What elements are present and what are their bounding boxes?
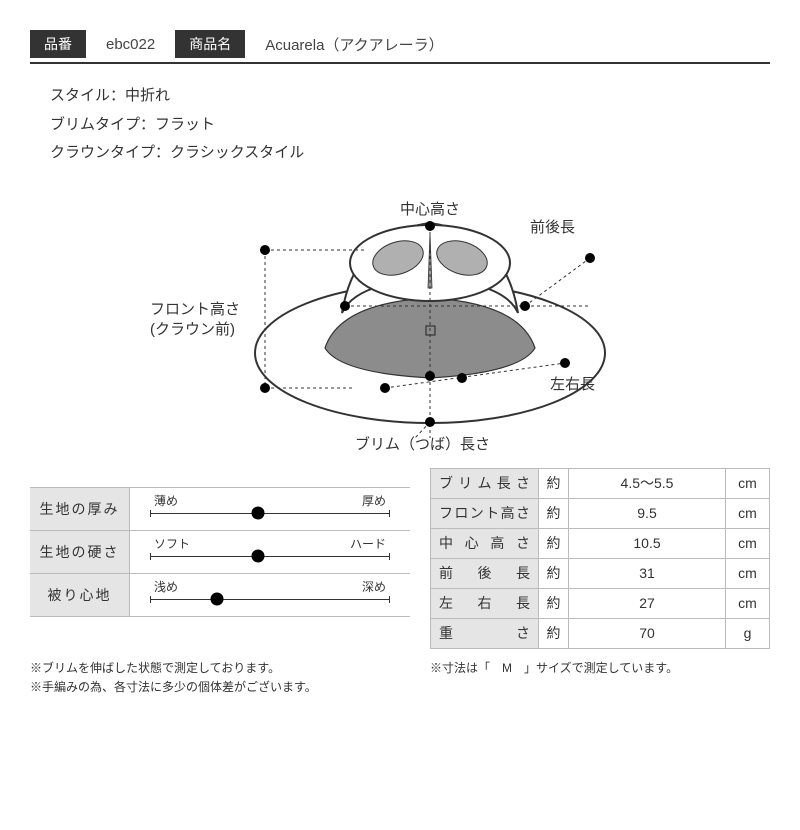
attributes: スタイル：中折れ ブリムタイプ：フラット クラウンタイプ：クラシックスタイル: [50, 82, 760, 168]
slider-track: [150, 513, 390, 514]
dim-unit: cm: [726, 498, 770, 528]
dim-value: 4.5～5.5: [569, 468, 726, 498]
dim-approx: 約: [539, 558, 569, 588]
hat-diagram: 中心高さ 前後長 フロント高さ (クラウン前) 左右長 ブリム（つば）長さ: [130, 178, 670, 458]
slider-label: 生地の厚み: [30, 488, 130, 530]
note-line: ※ブリムを伸ばした状態で測定しております。: [30, 659, 410, 678]
dim-approx: 約: [539, 528, 569, 558]
dim-value: 31: [569, 558, 726, 588]
slider-row: 生地の厚み 薄め 厚め: [30, 487, 410, 531]
dim-label: 重さ: [431, 618, 539, 648]
table-row: 左右長約27cm: [431, 588, 770, 618]
dim-value: 10.5: [569, 528, 726, 558]
slider-row: 被り心地 浅め 深め: [30, 573, 410, 617]
slider-body: ソフト ハード: [130, 531, 410, 573]
attr-line: クラウンタイプ：クラシックスタイル: [50, 139, 760, 168]
slider-label: 被り心地: [30, 574, 130, 616]
table-row: ブリム長さ約4.5～5.5cm: [431, 468, 770, 498]
slider-max: ハード: [350, 535, 386, 552]
slider-min: 薄め: [154, 492, 178, 509]
slider-label: 生地の硬さ: [30, 531, 130, 573]
table-row: 中心高さ約10.5cm: [431, 528, 770, 558]
label-left-right: 左右長: [550, 373, 595, 394]
code-value: ebc022: [86, 36, 175, 53]
dim-approx: 約: [539, 468, 569, 498]
dimensions-table: ブリム長さ約4.5～5.5cmフロント高さ約9.5cm中心高さ約10.5cm前後…: [430, 468, 770, 649]
label-brim-len: ブリム（つば）長さ: [355, 433, 490, 454]
notes-left: ※ブリムを伸ばした状態で測定しております。 ※手編みの為、各寸法に多少の個体差が…: [30, 659, 410, 697]
label-front-back: 前後長: [530, 216, 575, 237]
attr-line: スタイル：中折れ: [50, 82, 760, 111]
table-row: 重さ約70g: [431, 618, 770, 648]
dim-value: 70: [569, 618, 726, 648]
name-label: 商品名: [175, 30, 245, 58]
dim-label: フロント高さ: [431, 498, 539, 528]
slider-panel: 生地の厚み 薄め 厚め生地の硬さ ソフト ハード被り心地 浅め 深め: [30, 488, 410, 617]
code-label: 品番: [30, 30, 86, 58]
table-row: フロント高さ約9.5cm: [431, 498, 770, 528]
label-front-h2: (クラウン前): [150, 318, 235, 339]
slider-body: 薄め 厚め: [130, 488, 410, 530]
header-bar: 品番 ebc022 商品名 Acuarela（アクアレーラ）: [30, 30, 770, 64]
dim-approx: 約: [539, 618, 569, 648]
dim-unit: cm: [726, 588, 770, 618]
dim-approx: 約: [539, 498, 569, 528]
label-front-h1: フロント高さ: [150, 298, 240, 319]
slider-track: [150, 556, 390, 557]
slider-dot: [252, 506, 265, 519]
attr-line: ブリムタイプ：フラット: [50, 111, 760, 140]
dim-label: ブリム長さ: [431, 468, 539, 498]
label-center-height: 中心高さ: [400, 198, 460, 219]
notes-right: ※寸法は「 M 」サイズで測定しています。: [430, 659, 770, 697]
slider-dot: [211, 592, 224, 605]
dim-unit: cm: [726, 558, 770, 588]
dim-unit: cm: [726, 528, 770, 558]
slider-row: 生地の硬さ ソフト ハード: [30, 530, 410, 574]
table-row: 前後長約31cm: [431, 558, 770, 588]
dim-value: 9.5: [569, 498, 726, 528]
slider-min: ソフト: [154, 535, 190, 552]
dim-approx: 約: [539, 588, 569, 618]
dim-unit: g: [726, 618, 770, 648]
name-value: Acuarela（アクアレーラ）: [245, 34, 463, 55]
dim-value: 27: [569, 588, 726, 618]
slider-max: 厚め: [362, 492, 386, 509]
dim-label: 左右長: [431, 588, 539, 618]
dim-label: 前後長: [431, 558, 539, 588]
dim-unit: cm: [726, 468, 770, 498]
slider-body: 浅め 深め: [130, 574, 410, 616]
slider-dot: [252, 549, 265, 562]
dim-label: 中心高さ: [431, 528, 539, 558]
slider-min: 浅め: [154, 578, 178, 595]
note-line: ※手編みの為、各寸法に多少の個体差がございます。: [30, 678, 410, 697]
slider-track: [150, 599, 390, 600]
slider-max: 深め: [362, 578, 386, 595]
